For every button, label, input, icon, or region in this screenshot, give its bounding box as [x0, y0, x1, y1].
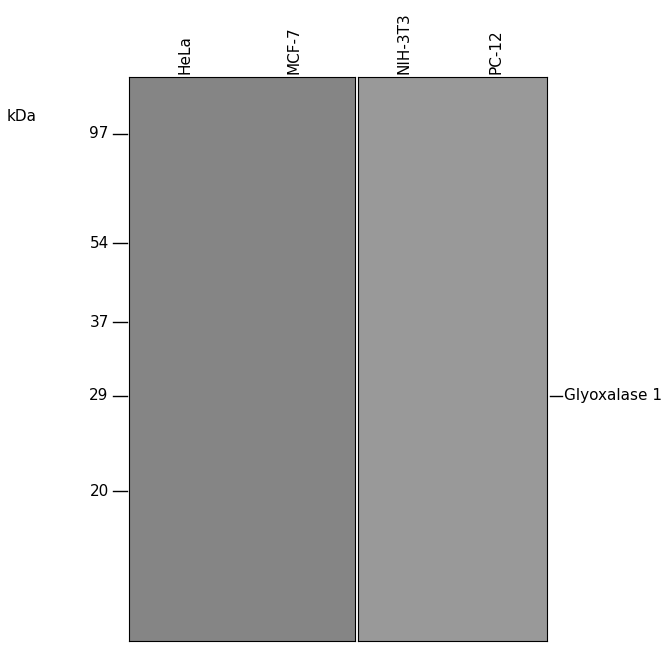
Text: HeLa: HeLa: [177, 35, 192, 74]
Text: 37: 37: [90, 315, 109, 330]
Text: Glyoxalase 1: Glyoxalase 1: [564, 388, 662, 403]
Text: kDa: kDa: [7, 109, 36, 124]
Text: 54: 54: [90, 236, 109, 251]
Text: PC-12: PC-12: [489, 29, 503, 74]
Text: 97: 97: [90, 126, 109, 141]
Text: MCF-7: MCF-7: [286, 26, 302, 74]
Text: NIH-3T3: NIH-3T3: [397, 12, 412, 74]
Text: 20: 20: [90, 484, 109, 499]
Text: 29: 29: [90, 388, 109, 403]
